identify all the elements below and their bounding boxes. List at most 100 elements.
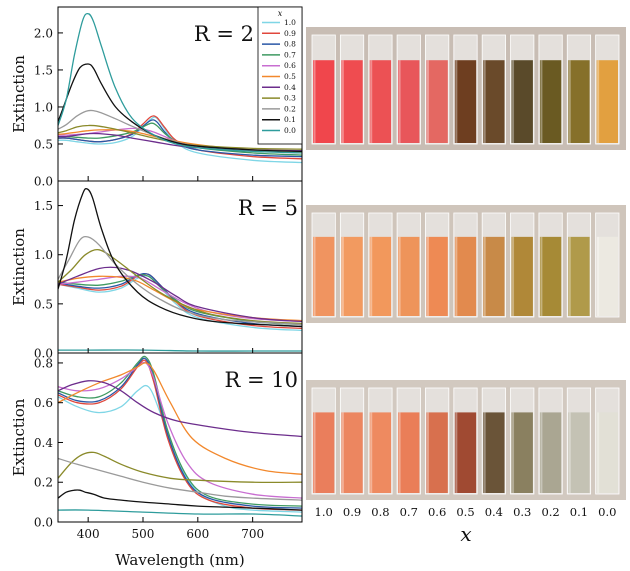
cuvette-highlight <box>512 412 515 493</box>
cuvette-highlight <box>597 60 600 143</box>
cuvette-highlight <box>540 60 543 143</box>
cuvette-liquid <box>426 412 448 493</box>
x-tick-label: 700 <box>241 527 264 541</box>
photo-x-tick-label: 0.1 <box>570 505 588 519</box>
cuvette-highlight <box>512 236 515 316</box>
series-line-0.4 <box>58 380 302 438</box>
y-tick-label: 0.0 <box>34 516 53 530</box>
legend-label: 0.8 <box>284 40 296 49</box>
cuvette-liquid <box>568 412 590 493</box>
series-line-0.0 <box>58 12 302 154</box>
cuvette-liquid <box>313 236 335 316</box>
cuvette-liquid <box>426 60 448 143</box>
photo-x-tick-label: 0.2 <box>541 505 559 519</box>
cuvette-highlight <box>455 60 458 143</box>
cuvette-highlight <box>483 60 486 143</box>
cuvette-liquid <box>511 60 533 143</box>
cuvette-liquid <box>369 236 392 316</box>
cuvette-highlight <box>398 236 401 316</box>
x-tick-label: 500 <box>132 527 155 541</box>
y-tick-label: 1.0 <box>34 100 53 114</box>
y-tick-label: 0.5 <box>34 297 53 311</box>
cuvette-highlight <box>426 60 429 143</box>
y-axis-label: Extinction <box>10 228 28 306</box>
y-axis-label: Extinction <box>10 55 28 133</box>
photo-x-tick-label: 0.5 <box>456 505 474 519</box>
legend-label: 0.9 <box>284 29 296 38</box>
cuvette-highlight <box>341 60 344 143</box>
series-line-0.7 <box>58 122 302 156</box>
photo-x-tick-label: 0.9 <box>343 505 361 519</box>
series-line-0.0 <box>58 509 302 517</box>
cuvette-liquid <box>426 236 448 316</box>
y-tick-label: 2.0 <box>34 26 53 40</box>
cuvette-liquid <box>568 60 590 143</box>
cuvette-liquid <box>398 412 420 493</box>
legend-label: 0.6 <box>284 61 296 70</box>
photo-x-tick-label: 0.3 <box>513 505 531 519</box>
legend-label: 0.3 <box>284 94 296 103</box>
photo-xlabel: x <box>460 522 471 546</box>
chart-panel-2: 0.0 0.5 1.0 1.5 Extinction R = 5 <box>10 180 303 361</box>
panel-label: R = 10 <box>225 368 298 392</box>
panel-label: R = 2 <box>194 22 254 46</box>
cuvette-liquid <box>454 412 477 493</box>
panel-label: R = 5 <box>238 196 298 220</box>
series-line-0.2 <box>58 457 302 501</box>
legend-box <box>257 6 303 145</box>
y-tick-label: 1.0 <box>34 248 53 262</box>
series-line-0.4 <box>58 266 302 323</box>
series-line-0.1 <box>58 63 302 153</box>
cuvette-highlight <box>313 412 316 493</box>
y-tick-label: 0.4 <box>34 436 53 450</box>
legend-label: 0.5 <box>284 72 296 81</box>
series-lines <box>58 355 302 517</box>
cuvette-liquid <box>511 236 533 316</box>
cuvette-highlight <box>568 60 571 143</box>
photo-x-tick-label: 0.7 <box>400 505 418 519</box>
legend-label: 0.4 <box>284 83 296 92</box>
series-line-0.7 <box>58 355 302 507</box>
cuvette-highlight <box>398 60 401 143</box>
photo-x-labels: 1.0 0.9 0.8 0.7 0.6 0.5 0.4 0.3 0.2 0.1 0.0 <box>315 505 617 519</box>
y-axis-label: Extinction <box>10 398 28 476</box>
legend-label: 0.2 <box>284 104 296 113</box>
series-line-0.7 <box>58 274 302 326</box>
cuvette-highlight <box>313 236 316 316</box>
cuvette-highlight <box>597 412 600 493</box>
legend-label: 1.0 <box>284 18 296 27</box>
cuvette-liquid <box>483 60 505 143</box>
cuvette-liquid <box>511 412 533 493</box>
legend: x 1.0 0.9 0.80.7 0.6 0.5 0.4 0.30.2 0.1 0.0 <box>257 6 303 145</box>
series-lines <box>58 12 302 164</box>
cuvette-liquid <box>313 60 335 143</box>
cuvette-highlight <box>483 236 486 316</box>
photo-row-1 <box>306 27 626 150</box>
cuvette-highlight <box>341 412 344 493</box>
cuvette-liquid <box>539 236 562 316</box>
cuvette-highlight <box>540 236 543 316</box>
series-line-0.0 <box>58 349 302 352</box>
series-line-0.6 <box>58 361 302 499</box>
cuvette-liquid <box>539 60 562 143</box>
cuvette-liquid <box>483 236 505 316</box>
series-line-0.3 <box>58 248 302 325</box>
chart-panel-3: 0.0 0.2 0.4 0.6 0.8 400 500 600 700 Extinction R =… <box>10 352 303 569</box>
cuvette-liquid <box>454 236 477 316</box>
photo-x-tick-label: 0.4 <box>485 505 503 519</box>
y-tick-label: 0.0 <box>34 175 53 189</box>
y-tick-label: 0.6 <box>34 396 53 410</box>
series-line-0.1 <box>58 489 302 511</box>
cuvette-liquid <box>341 236 363 316</box>
cuvette-highlight <box>426 412 429 493</box>
cuvette-liquid <box>539 412 562 493</box>
cuvette-liquid <box>398 236 420 316</box>
x-tick-label: 400 <box>77 527 100 541</box>
photo-x-tick-label: 0.6 <box>428 505 446 519</box>
cuvette-highlight <box>313 60 316 143</box>
series-line-0.5 <box>58 275 302 322</box>
x-axis-label: Wavelength (nm) <box>115 551 244 569</box>
series-line-0.1 <box>58 187 302 328</box>
